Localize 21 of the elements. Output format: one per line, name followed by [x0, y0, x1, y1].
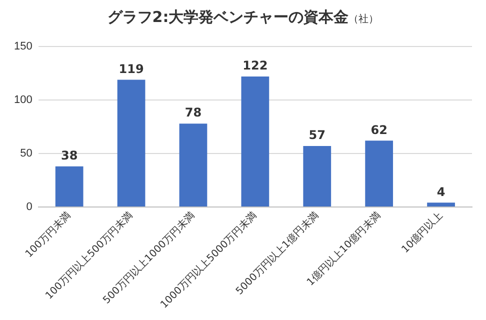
- chart-title: グラフ2:大学発ベンチャーの資本金: [107, 8, 349, 26]
- data-label: 57: [308, 128, 326, 142]
- data-label: 119: [118, 62, 144, 76]
- bar: [117, 80, 146, 206]
- bar: [365, 140, 394, 206]
- chart-subtitle: （社）: [348, 14, 379, 25]
- y-tick-label: 150: [14, 40, 32, 53]
- x-tick-label: 10億円以上: [399, 210, 445, 256]
- bar: [55, 166, 84, 206]
- data-label: 62: [370, 122, 388, 137]
- data-label: 78: [184, 106, 202, 120]
- data-label: 122: [242, 58, 268, 73]
- bar: [179, 124, 208, 206]
- data-label: 4: [436, 184, 446, 199]
- bar: [303, 146, 332, 206]
- bar: [241, 76, 270, 206]
- y-tick-label: 100: [14, 94, 32, 106]
- y-tick-label: 50: [20, 148, 32, 160]
- bar: [427, 202, 455, 206]
- y-tick-label: 0: [26, 200, 32, 213]
- data-label: 38: [60, 148, 78, 162]
